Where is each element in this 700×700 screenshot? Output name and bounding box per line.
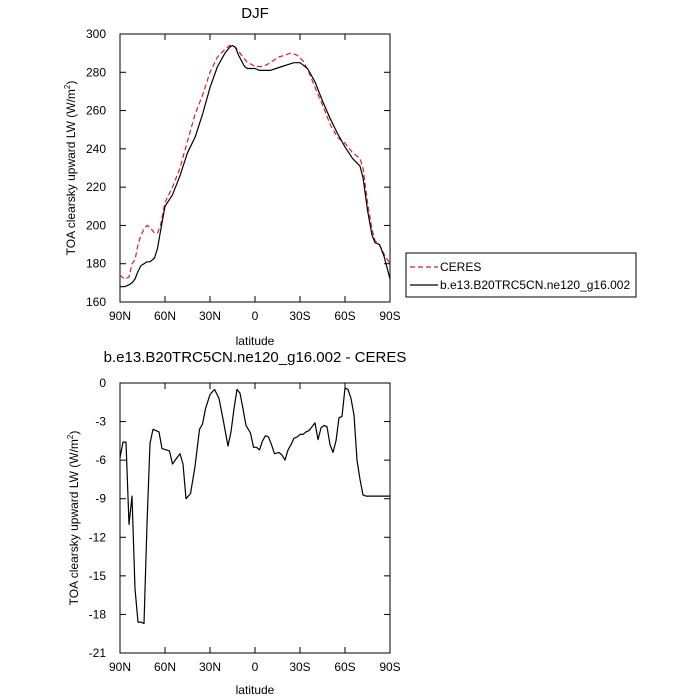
x-tick-label: 0 bbox=[252, 309, 259, 323]
x-tick-label: 30S bbox=[289, 309, 310, 323]
plot-frame bbox=[119, 382, 391, 654]
y-tick-label: 180 bbox=[86, 257, 106, 271]
x-tick-label: 30N bbox=[199, 660, 221, 674]
y-tick-label: 220 bbox=[86, 180, 106, 194]
y-tick-label: -12 bbox=[89, 530, 107, 544]
legend-box bbox=[405, 252, 637, 298]
y-axis-label-main: TOA clearsky upward LW (W/m bbox=[64, 89, 78, 255]
y-tick-label: 260 bbox=[86, 104, 106, 118]
series-line-model bbox=[120, 44, 391, 288]
y-tick-label: 0 bbox=[99, 376, 106, 390]
legend: CERES b.e13.B20TRC5CN.ne120_g16.002 bbox=[405, 252, 637, 298]
y-tick-label: -21 bbox=[89, 646, 107, 660]
y-axis-label: TOA clearsky upward LW (W/m2) bbox=[63, 81, 78, 256]
y-tick-label: -9 bbox=[95, 492, 106, 506]
y-axis-label-end: ) bbox=[64, 81, 78, 85]
plot-frame bbox=[119, 33, 391, 303]
y-tick-label: -15 bbox=[89, 569, 107, 583]
y-tick-label: 240 bbox=[86, 142, 106, 156]
axis-ticks: 90N 60N 30N 0 30S 60S 90S 160 180 200 220 240 260 280… bbox=[86, 27, 401, 323]
axis-ticks: 90N 60N 30N 0 30S 60S 90S 0 -3 -6 -9 -12 -15 -18 -21 bbox=[89, 376, 401, 674]
y-axis-label: TOA clearsky upward LW (W/m2) bbox=[66, 431, 81, 606]
bottom-chart-difference: b.e13.B20TRC5CN.ne120_g16.002 - CERES 90… bbox=[66, 349, 406, 697]
x-tick-label: 30S bbox=[289, 660, 310, 674]
y-axis-label-main: TOA clearsky upward LW (W/m bbox=[67, 439, 81, 605]
y-tick-label: 200 bbox=[86, 218, 106, 232]
x-tick-label: 0 bbox=[252, 660, 259, 674]
y-tick-label: 300 bbox=[86, 27, 106, 41]
x-tick-label: 60S bbox=[334, 309, 355, 323]
series-line-model bbox=[119, 387, 390, 625]
x-tick-label: 60N bbox=[154, 660, 176, 674]
y-tick-label: -18 bbox=[89, 607, 107, 621]
data-lines bbox=[119, 44, 391, 288]
legend-label-model: b.e13.B20TRC5CN.ne120_g16.002 bbox=[440, 278, 630, 292]
legend-label-ceres: CERES bbox=[440, 260, 481, 274]
y-tick-label: -3 bbox=[95, 415, 106, 429]
y-axis-label-sup: 2 bbox=[63, 84, 72, 89]
y-axis-label-sup: 2 bbox=[66, 434, 75, 439]
x-tick-label: 60S bbox=[334, 660, 355, 674]
top-chart-djf: DJF 90N 60N 30N 0 30S 60S 90S 160 180 200 220 240 26… bbox=[63, 5, 637, 348]
y-axis-label-end: ) bbox=[67, 431, 81, 435]
x-tick-label: 60N bbox=[154, 309, 176, 323]
x-axis-label: latitude bbox=[236, 334, 275, 348]
x-tick-label: 90N bbox=[109, 309, 131, 323]
x-tick-label: 90N bbox=[109, 660, 131, 674]
y-tick-label: 160 bbox=[86, 295, 106, 309]
data-lines bbox=[119, 387, 390, 625]
x-axis-label: latitude bbox=[236, 683, 275, 697]
x-tick-label: 30N bbox=[199, 309, 221, 323]
y-tick-label: -6 bbox=[95, 453, 106, 467]
x-tick-label: 90S bbox=[379, 309, 400, 323]
y-tick-label: 280 bbox=[86, 65, 106, 79]
chart-title: b.e13.B20TRC5CN.ne120_g16.002 - CERES bbox=[104, 349, 407, 366]
x-tick-label: 90S bbox=[379, 660, 400, 674]
series-line-ceres bbox=[119, 44, 391, 280]
chart-title: DJF bbox=[241, 5, 269, 22]
